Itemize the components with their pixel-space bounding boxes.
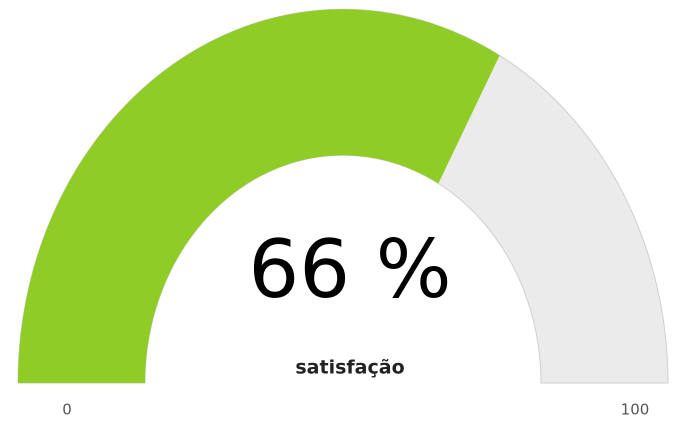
tick-label: 100	[621, 401, 650, 419]
gauge	[18, 9, 668, 383]
value-label: 66 %	[248, 223, 451, 316]
tick-label: 0	[62, 401, 72, 419]
gauge-title: satisfação	[295, 357, 404, 379]
gauge-bar	[18, 9, 500, 384]
